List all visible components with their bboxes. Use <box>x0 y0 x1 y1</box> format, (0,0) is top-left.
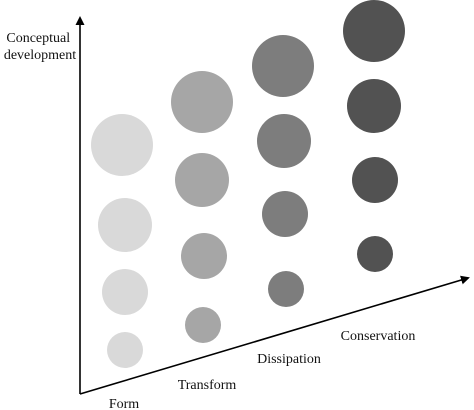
category-label-form: Form <box>109 397 139 410</box>
column-transform <box>171 71 233 343</box>
column-conservation <box>343 0 405 272</box>
column-form <box>91 114 153 368</box>
y-axis-label: Conceptual development <box>4 31 76 63</box>
circle <box>352 157 398 203</box>
circle <box>252 35 314 97</box>
circle <box>262 191 308 237</box>
y-axis-label-line-1: Conceptual <box>6 31 70 46</box>
category-label-dissipation: Dissipation <box>257 352 321 367</box>
circle <box>181 233 227 279</box>
circle <box>257 114 311 168</box>
circle <box>185 307 221 343</box>
circle <box>171 71 233 133</box>
circle <box>175 153 229 207</box>
circle <box>347 79 401 133</box>
circle <box>107 332 143 368</box>
column-dissipation <box>252 35 314 307</box>
circle <box>98 198 152 252</box>
circle <box>357 236 393 272</box>
category-label-conservation: Conservation <box>341 329 416 344</box>
circle <box>102 269 148 315</box>
x-axis <box>79 275 470 395</box>
category-label-transform: Transform <box>178 378 237 393</box>
y-axis-label-line-2: development <box>4 48 76 63</box>
circle <box>268 271 304 307</box>
circle <box>343 0 405 62</box>
circle <box>91 114 153 176</box>
